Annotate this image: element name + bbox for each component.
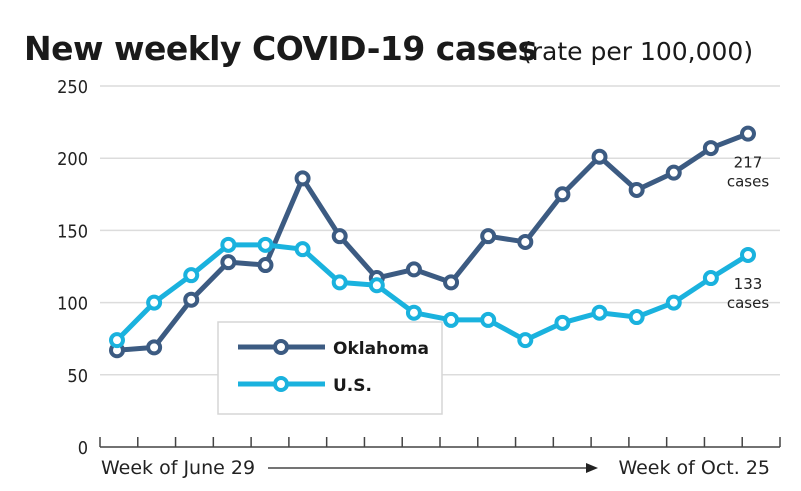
data-point-oklahoma bbox=[146, 339, 163, 356]
data-point-us bbox=[443, 311, 460, 328]
legend-label-oklahoma: Oklahoma bbox=[333, 339, 429, 359]
data-point-us bbox=[220, 236, 237, 253]
data-point-oklahoma bbox=[183, 291, 200, 308]
y-tick-label: 0 bbox=[78, 438, 88, 459]
data-point-oklahoma bbox=[702, 140, 719, 157]
data-point-oklahoma bbox=[628, 181, 645, 198]
y-tick-label: 250 bbox=[57, 77, 88, 98]
data-point-us bbox=[146, 294, 163, 311]
end-label-us-unit: cases bbox=[727, 294, 769, 312]
y-axis-ticks: 0 50 100 150 200 250 bbox=[57, 77, 88, 459]
data-point-oklahoma bbox=[554, 186, 571, 203]
data-point-oklahoma bbox=[257, 257, 274, 274]
legend-marker-us bbox=[273, 376, 289, 392]
data-point-oklahoma bbox=[517, 233, 534, 250]
y-tick-label: 50 bbox=[67, 366, 88, 387]
legend-box bbox=[217, 321, 443, 415]
data-point-oklahoma bbox=[665, 164, 682, 181]
data-point-oklahoma bbox=[405, 261, 422, 278]
data-point-oklahoma bbox=[331, 228, 348, 245]
x-label-start: Week of June 29 bbox=[101, 457, 255, 479]
data-point-us bbox=[368, 277, 385, 294]
y-tick-label: 150 bbox=[57, 221, 88, 242]
series-lines bbox=[109, 125, 756, 359]
end-label-oklahoma-unit: cases bbox=[727, 173, 769, 191]
data-point-us bbox=[591, 304, 608, 321]
data-point-us bbox=[554, 314, 571, 331]
data-point-us bbox=[294, 241, 311, 258]
data-point-oklahoma bbox=[480, 228, 497, 245]
data-point-oklahoma bbox=[740, 125, 756, 142]
data-point-us bbox=[702, 270, 719, 287]
data-point-us bbox=[665, 294, 682, 311]
x-arrow-head bbox=[586, 463, 598, 473]
legend: Oklahoma U.S. bbox=[217, 321, 443, 415]
data-point-oklahoma bbox=[591, 148, 608, 165]
data-point-us bbox=[740, 246, 756, 263]
data-point-us bbox=[517, 332, 534, 349]
x-axis: Week of June 29 Week of Oct. 25 bbox=[99, 437, 781, 479]
data-point-us bbox=[109, 332, 125, 349]
data-point-us bbox=[183, 267, 200, 284]
data-point-us bbox=[257, 236, 274, 253]
data-point-us bbox=[480, 311, 497, 328]
data-point-us bbox=[331, 274, 348, 291]
y-tick-label: 200 bbox=[57, 149, 88, 170]
end-label-us-value: 133 bbox=[734, 275, 763, 293]
data-point-us bbox=[628, 309, 645, 326]
data-point-us bbox=[405, 304, 422, 321]
chart-title: New weekly COVID-19 cases bbox=[24, 29, 537, 68]
x-label-end: Week of Oct. 25 bbox=[618, 457, 770, 479]
data-point-oklahoma bbox=[294, 170, 311, 187]
data-point-oklahoma bbox=[443, 274, 460, 291]
data-point-oklahoma bbox=[220, 254, 237, 271]
end-label-oklahoma-value: 217 bbox=[734, 154, 763, 172]
legend-label-us: U.S. bbox=[333, 376, 372, 396]
chart-subtitle: (rate per 100,000) bbox=[522, 37, 753, 66]
y-tick-label: 100 bbox=[57, 294, 88, 315]
legend-marker-oklahoma bbox=[273, 339, 289, 355]
